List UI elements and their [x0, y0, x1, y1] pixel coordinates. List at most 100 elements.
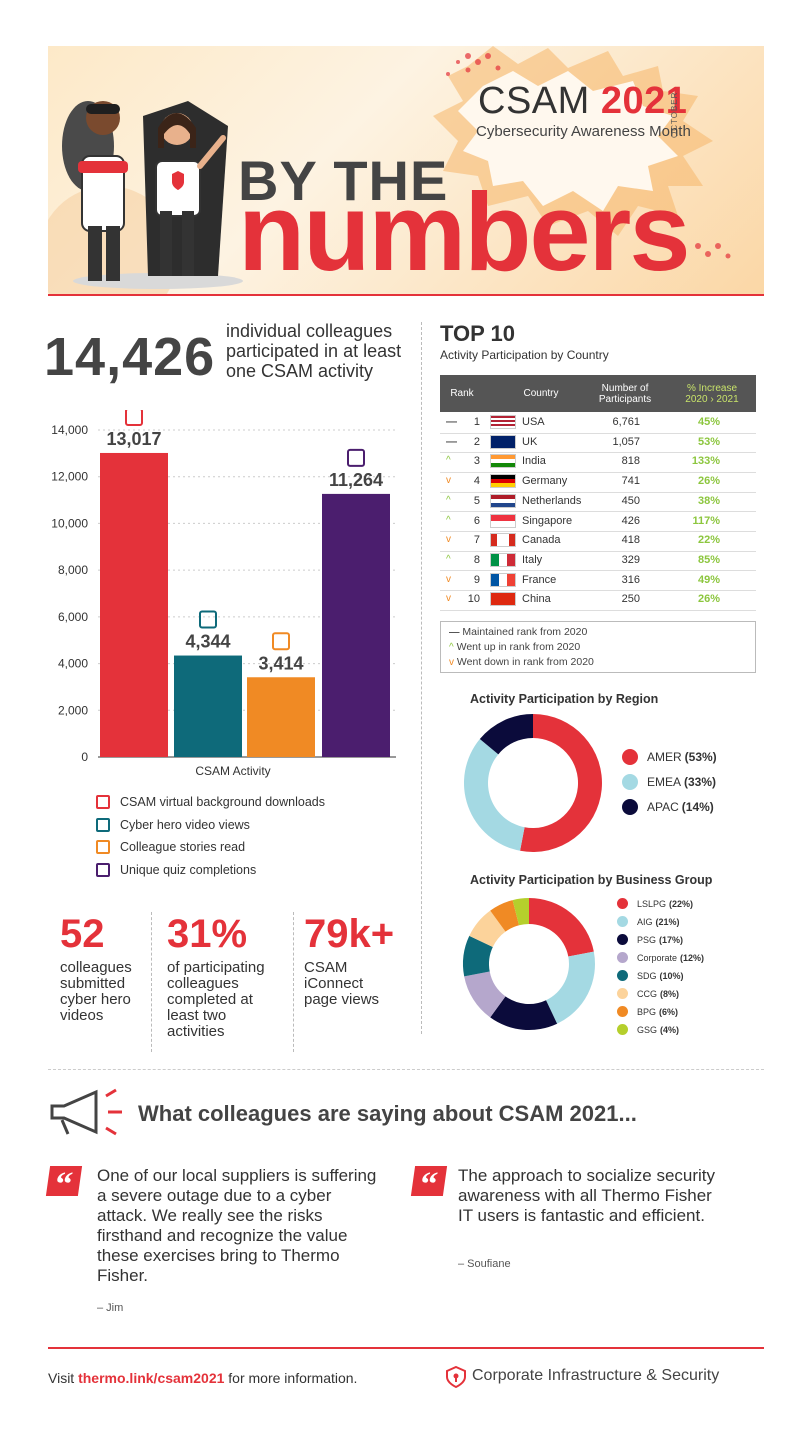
event-title: CSAM 2021: [478, 80, 688, 122]
laptop-user-icon: [125, 410, 143, 426]
quote-text-2: The approach to socialize security aware…: [458, 1166, 716, 1225]
quote-author-2: – Soufiane: [458, 1258, 511, 1270]
rank-trend-icon: v: [446, 593, 451, 605]
donut-slice: [529, 898, 594, 957]
business-label: PSG: [637, 934, 657, 945]
legend-up: Went up in rank from 2020: [456, 641, 581, 653]
legend-swatch: [617, 1024, 628, 1035]
table-row: v 7 Canada 418 22%: [440, 531, 756, 552]
stat-divider: [293, 912, 294, 1052]
country-name: China: [522, 593, 551, 606]
business-label: SDG: [637, 970, 657, 981]
uk-flag-icon: [490, 434, 516, 449]
business-percent: (12%): [680, 952, 705, 963]
business-percent: (6%): [659, 1006, 679, 1017]
table-row: v 10 China 250 26%: [440, 590, 756, 611]
business-percent: (17%): [659, 934, 684, 945]
participants-value: 450: [621, 494, 640, 507]
participants-value: 316: [621, 573, 640, 586]
rank-value: 8: [473, 553, 480, 566]
donut-slice: [490, 900, 520, 932]
total-participants-description: individual colleagues participated in at…: [226, 321, 402, 381]
business-legend-item: Corporate (12%): [617, 952, 704, 963]
bar-value-label: 11,264: [329, 470, 383, 490]
question-bubble-icon: [96, 862, 110, 877]
stat-text-pageviews: CSAM iConnect page views: [304, 959, 380, 1008]
business-label: CCG: [637, 988, 657, 999]
y-tick-label: 2,000: [58, 703, 88, 717]
legend-swatch: [617, 988, 628, 999]
business-legend-item: SDG (10%): [617, 970, 684, 981]
legend-swatch: [617, 916, 628, 927]
region-label: APAC: [647, 800, 679, 814]
donut-slice: [463, 935, 493, 977]
video-player-icon: [199, 610, 217, 629]
region-percent: (14%): [681, 800, 714, 814]
legend-swatch: [617, 952, 628, 963]
business-percent: (21%): [655, 916, 680, 927]
question-bubble-icon: [347, 448, 365, 467]
increase-value: 45%: [697, 416, 720, 428]
country-name: Singapore: [522, 514, 573, 527]
bar: [100, 452, 168, 757]
footer-link[interactable]: thermo.link/csam2021: [78, 1370, 225, 1386]
business-legend-item: AIG (21%): [617, 916, 680, 927]
donut-slice: [512, 898, 529, 926]
table-row: ^ 8 Italy 329 85%: [440, 551, 756, 572]
top10-table-header: Rank Country Number of Participants % In…: [440, 375, 756, 412]
business-chart-title: Activity Participation by Business Group: [470, 873, 713, 887]
table-row: ^ 6 Singapore 426 117%: [440, 512, 756, 533]
legend-item: Colleague stories read: [96, 838, 245, 856]
table-row: v 9 France 316 49%: [440, 571, 756, 592]
y-tick-label: 14,000: [51, 423, 88, 437]
participants-value: 1,057: [612, 435, 640, 448]
increase-value: 85%: [697, 553, 720, 566]
stat-divider: [151, 912, 152, 1052]
business-percent: (4%): [660, 1024, 680, 1035]
rank-trend-icon: v: [446, 573, 451, 585]
increase-value: 26%: [697, 475, 720, 488]
canada-flag-icon: [490, 533, 516, 548]
country-name: Netherlands: [522, 494, 582, 507]
y-tick-label: 8,000: [58, 563, 88, 577]
increase-value: 133%: [691, 455, 720, 468]
increase-value: 22%: [697, 534, 720, 547]
table-row: ^ 5 Netherlands 450 38%: [440, 492, 756, 513]
header-rank: Rank: [450, 388, 474, 399]
bar: [322, 493, 390, 757]
table-row: v 4 Germany 741 26%: [440, 472, 756, 493]
bar: [247, 677, 315, 757]
region-legend-item: EMEA (33%): [622, 774, 716, 790]
legend-label: Cyber hero video views: [120, 817, 250, 832]
y-tick-label: 4,000: [58, 657, 88, 671]
business-legend-item: GSG (4%): [617, 1024, 679, 1035]
participants-value: 741: [621, 475, 640, 488]
region-percent: (33%): [684, 775, 717, 789]
laptop-user-icon: [96, 795, 110, 809]
rank-trend-icon: ^: [446, 455, 451, 467]
participants-value: 329: [621, 553, 640, 566]
participants-value: 250: [621, 593, 640, 606]
country-name: Canada: [522, 534, 561, 547]
donut-slice: [463, 739, 525, 851]
legend-item: Unique quiz completions: [96, 861, 256, 879]
donut-slice: [479, 714, 533, 755]
legend-label: Unique quiz completions: [120, 862, 257, 877]
banner-line-2: numbers: [238, 171, 691, 294]
section-divider: [48, 1069, 764, 1070]
region-percent: (53%): [684, 750, 717, 764]
footer-info: Visit thermo.link/csam2021 for more info…: [48, 1370, 358, 1386]
legend-down: Went down in rank from 2020: [456, 656, 594, 668]
rank-value: 6: [473, 514, 480, 527]
hero-characters-illustration: [62, 101, 243, 289]
bar-value-label: 4,344: [185, 632, 230, 652]
italy-flag-icon: [490, 552, 516, 567]
participants-value: 426: [621, 514, 640, 527]
increase-value: 38%: [697, 494, 720, 507]
event-subtitle: Cybersecurity Awareness Month: [476, 123, 691, 140]
increase-value: 53%: [697, 435, 720, 448]
country-name: Italy: [522, 553, 543, 566]
participants-value: 6,761: [612, 416, 640, 428]
increase-value: 49%: [697, 573, 720, 586]
country-name: UK: [522, 435, 538, 448]
